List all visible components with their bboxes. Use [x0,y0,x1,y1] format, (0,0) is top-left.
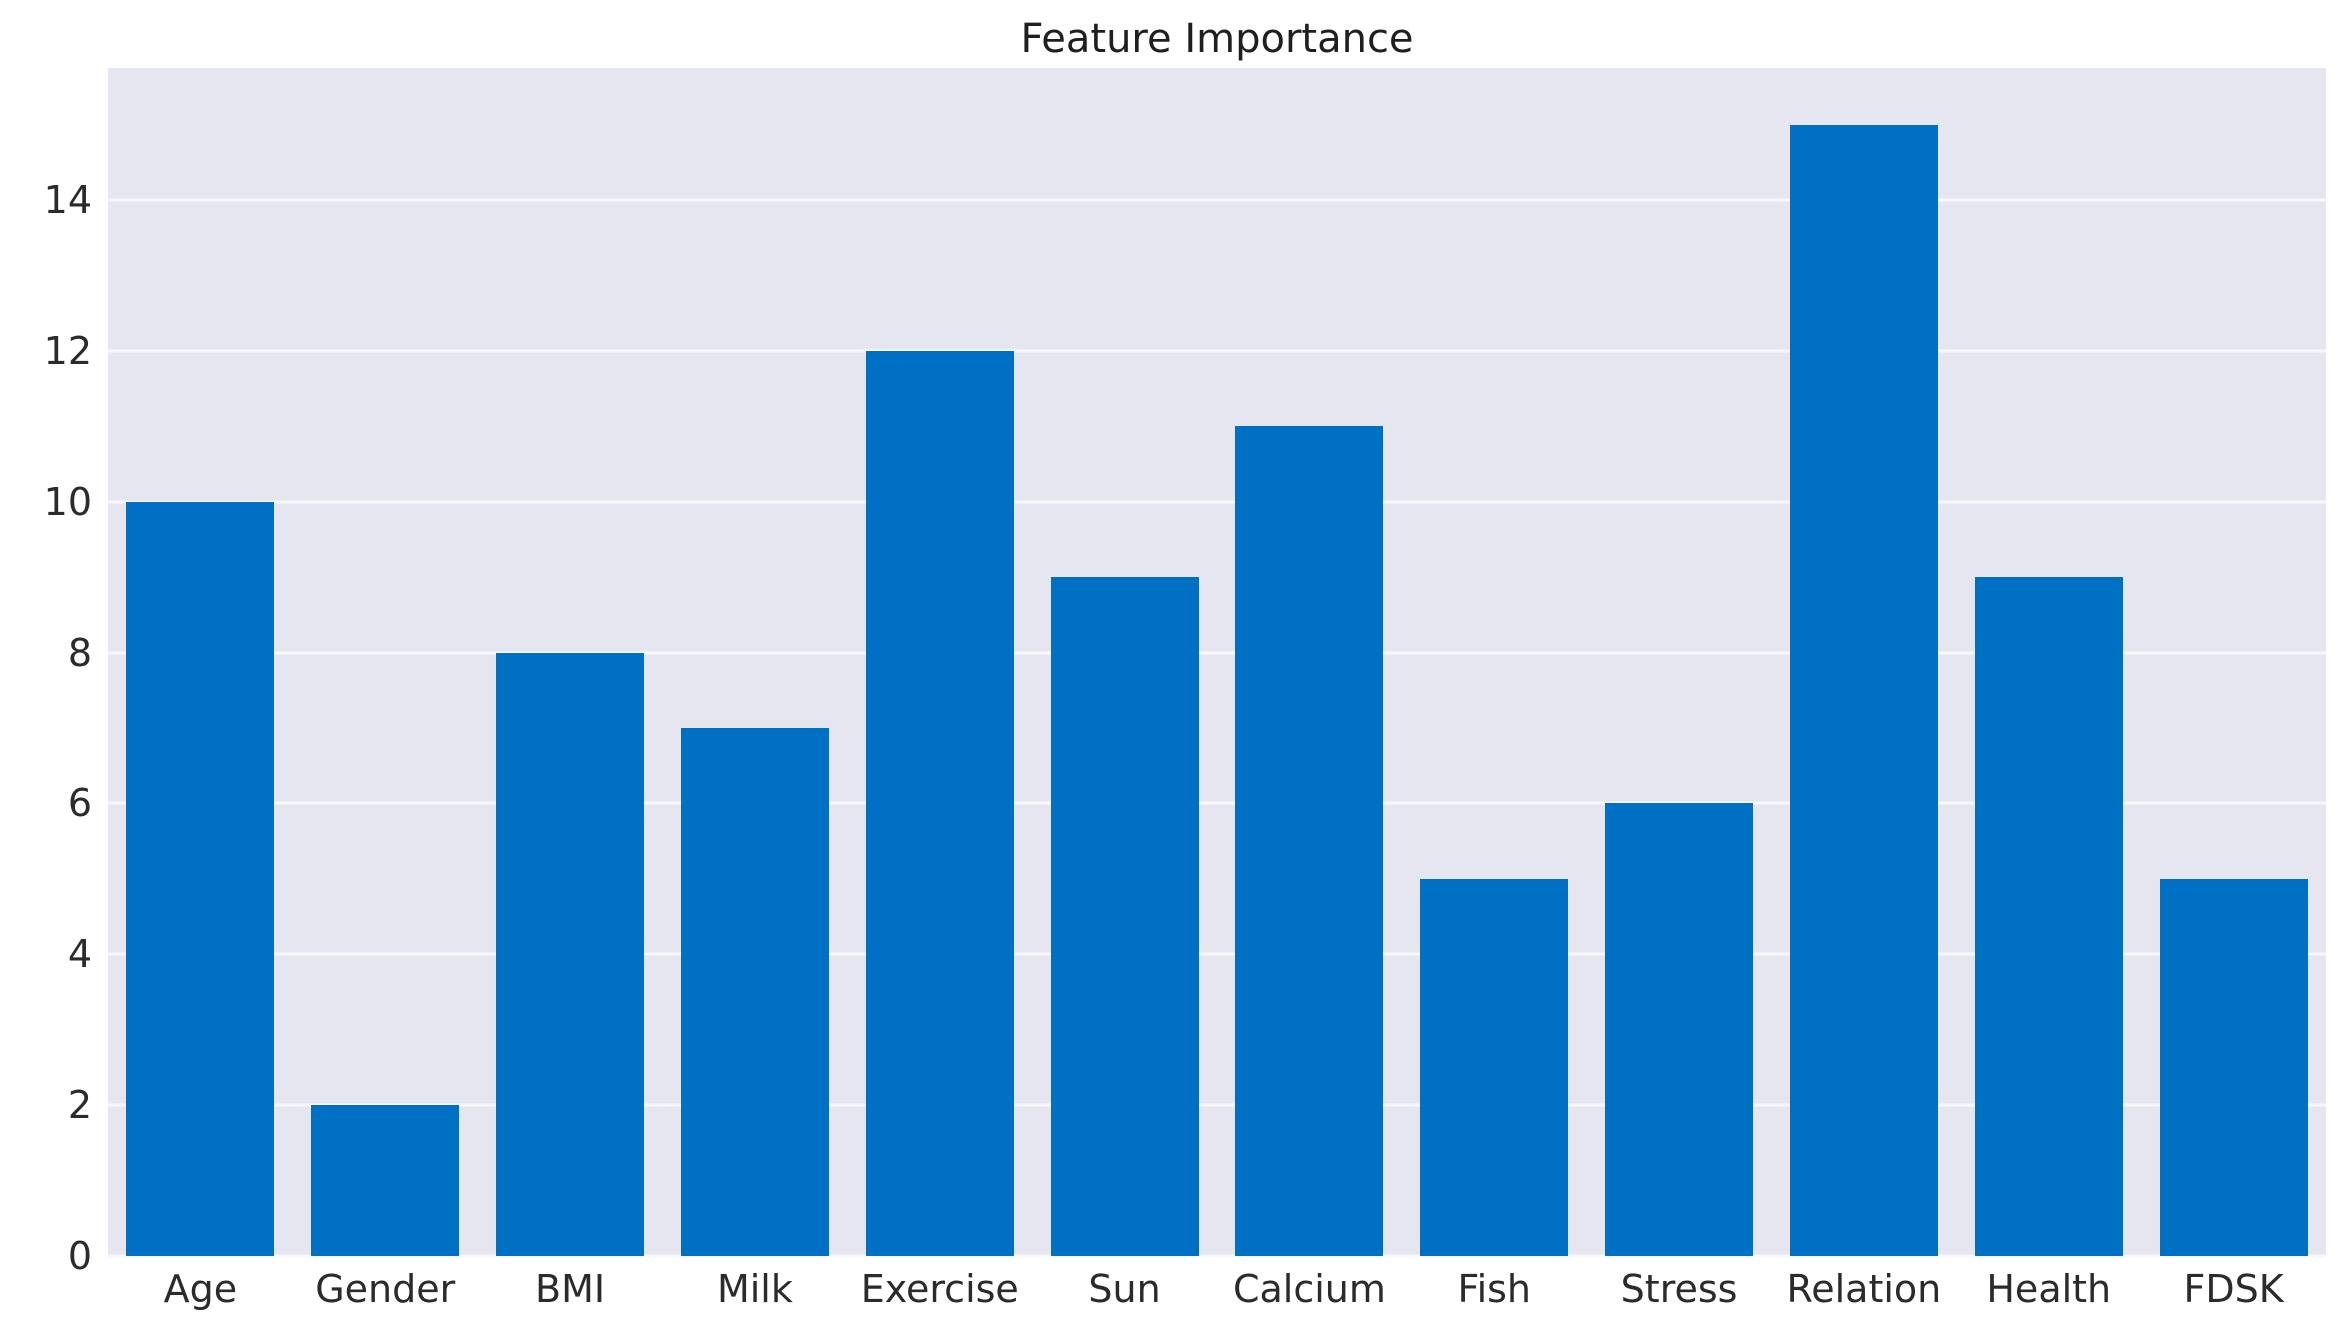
x-tick-label-fdsk: FDSK [2183,1267,2284,1311]
bar-bmi [496,652,644,1256]
bar-milk [680,728,829,1256]
x-tick-label-health: Health [1986,1267,2112,1311]
gridline-y-12 [108,349,2326,353]
gridline-y-6 [108,801,2326,805]
y-tick-label-0: 0 [67,1234,92,1278]
bar-sun [1050,577,1199,1256]
bar-age [126,501,275,1256]
bar-exercise [865,350,1014,1256]
y-tick-label-12: 12 [43,328,92,373]
x-tick-label-stress: Stress [1620,1267,1738,1311]
bar-fish [1420,878,1569,1256]
bar-relation [1789,124,1938,1256]
gridline-y-10 [108,500,2326,504]
gridline-y-0 [108,1254,2326,1258]
x-tick-label-calcium: Calcium [1232,1267,1386,1311]
y-tick-label-8: 8 [67,630,92,675]
x-tick-label-gender: Gender [315,1267,456,1311]
y-tick-label-10: 10 [43,479,92,524]
y-tick-label-2: 2 [67,1083,92,1128]
gridline-y-8 [108,651,2326,655]
x-axis-tick-labels: Age Gender BMI Milk Exercise Sun Calcium Fish St… [108,1264,2326,1320]
gridline-y-4 [108,952,2326,956]
plot-area [108,68,2326,1258]
bar-fdsk [2159,878,2308,1256]
gridline-y-2 [108,1103,2326,1107]
x-tick-label-bmi: BMI [535,1267,606,1311]
x-tick-label-milk: Milk [716,1267,793,1311]
y-tick-label-4: 4 [67,932,92,977]
bar-health [1974,577,2123,1256]
y-tick-label-14: 14 [43,178,92,222]
y-axis-tick-labels: 0 2 4 6 8 10 12 14 [0,68,92,1278]
x-tick-label-age: Age [163,1267,238,1311]
chart-title: Feature Importance [1020,16,1414,62]
x-tick-label-fish: Fish [1457,1267,1532,1311]
gridline-y-14 [108,198,2326,202]
bar-calcium [1235,426,1384,1256]
bar-stress [1605,803,1753,1256]
x-tick-label-sun: Sun [1088,1267,1161,1311]
bar-gender [311,1105,460,1256]
x-tick-label-exercise: Exercise [860,1267,1019,1311]
x-tick-label-relation: Relation [1786,1267,1942,1311]
y-tick-label-6: 6 [67,781,92,826]
